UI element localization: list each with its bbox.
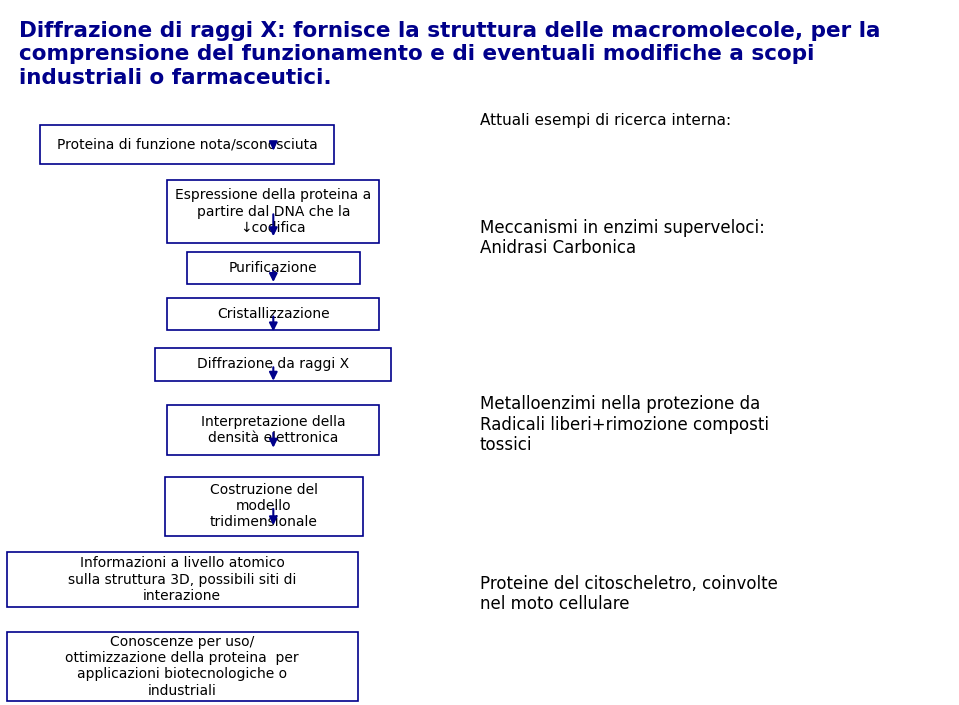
- FancyBboxPatch shape: [7, 632, 358, 701]
- Text: Conoscenze per uso/
ottimizzazione della proteina  per
applicazioni biotecnologi: Conoscenze per uso/ ottimizzazione della…: [65, 635, 299, 697]
- Text: Metalloenzimi nella protezione da
Radicali liberi+rimozione composti
tossici: Metalloenzimi nella protezione da Radica…: [480, 395, 768, 455]
- Text: Diffrazione da raggi X: Diffrazione da raggi X: [198, 357, 349, 372]
- FancyBboxPatch shape: [155, 348, 391, 381]
- FancyBboxPatch shape: [167, 405, 379, 455]
- FancyBboxPatch shape: [186, 252, 361, 284]
- FancyBboxPatch shape: [7, 552, 358, 607]
- Text: Proteina di funzione nota/sconosciuta: Proteina di funzione nota/sconosciuta: [57, 137, 317, 152]
- FancyBboxPatch shape: [40, 125, 334, 164]
- FancyBboxPatch shape: [167, 298, 379, 330]
- Text: Diffrazione di raggi X: fornisce la struttura delle macromolecole, per la
compre: Diffrazione di raggi X: fornisce la stru…: [19, 21, 880, 87]
- Text: Interpretazione della
densità elettronica: Interpretazione della densità elettronic…: [201, 415, 345, 445]
- Text: Proteine del citoscheletro, coinvolte
nel moto cellulare: Proteine del citoscheletro, coinvolte ne…: [480, 575, 778, 613]
- Text: Costruzione del
modello
tridimensionale: Costruzione del modello tridimensionale: [210, 483, 317, 529]
- FancyBboxPatch shape: [165, 477, 363, 536]
- Text: Meccanismi in enzimi superveloci:
Anidrasi Carbonica: Meccanismi in enzimi superveloci: Anidra…: [480, 219, 764, 257]
- Text: Espressione della proteina a
partire dal DNA che la
↓codifica: Espressione della proteina a partire dal…: [175, 188, 371, 235]
- Text: Cristallizzazione: Cristallizzazione: [217, 307, 330, 321]
- FancyBboxPatch shape: [167, 180, 379, 243]
- Text: Purificazione: Purificazione: [229, 261, 317, 275]
- Text: Informazioni a livello atomico
sulla struttura 3D, possibili siti di
interazione: Informazioni a livello atomico sulla str…: [68, 556, 296, 603]
- Text: Attuali esempi di ricerca interna:: Attuali esempi di ricerca interna:: [480, 113, 731, 128]
